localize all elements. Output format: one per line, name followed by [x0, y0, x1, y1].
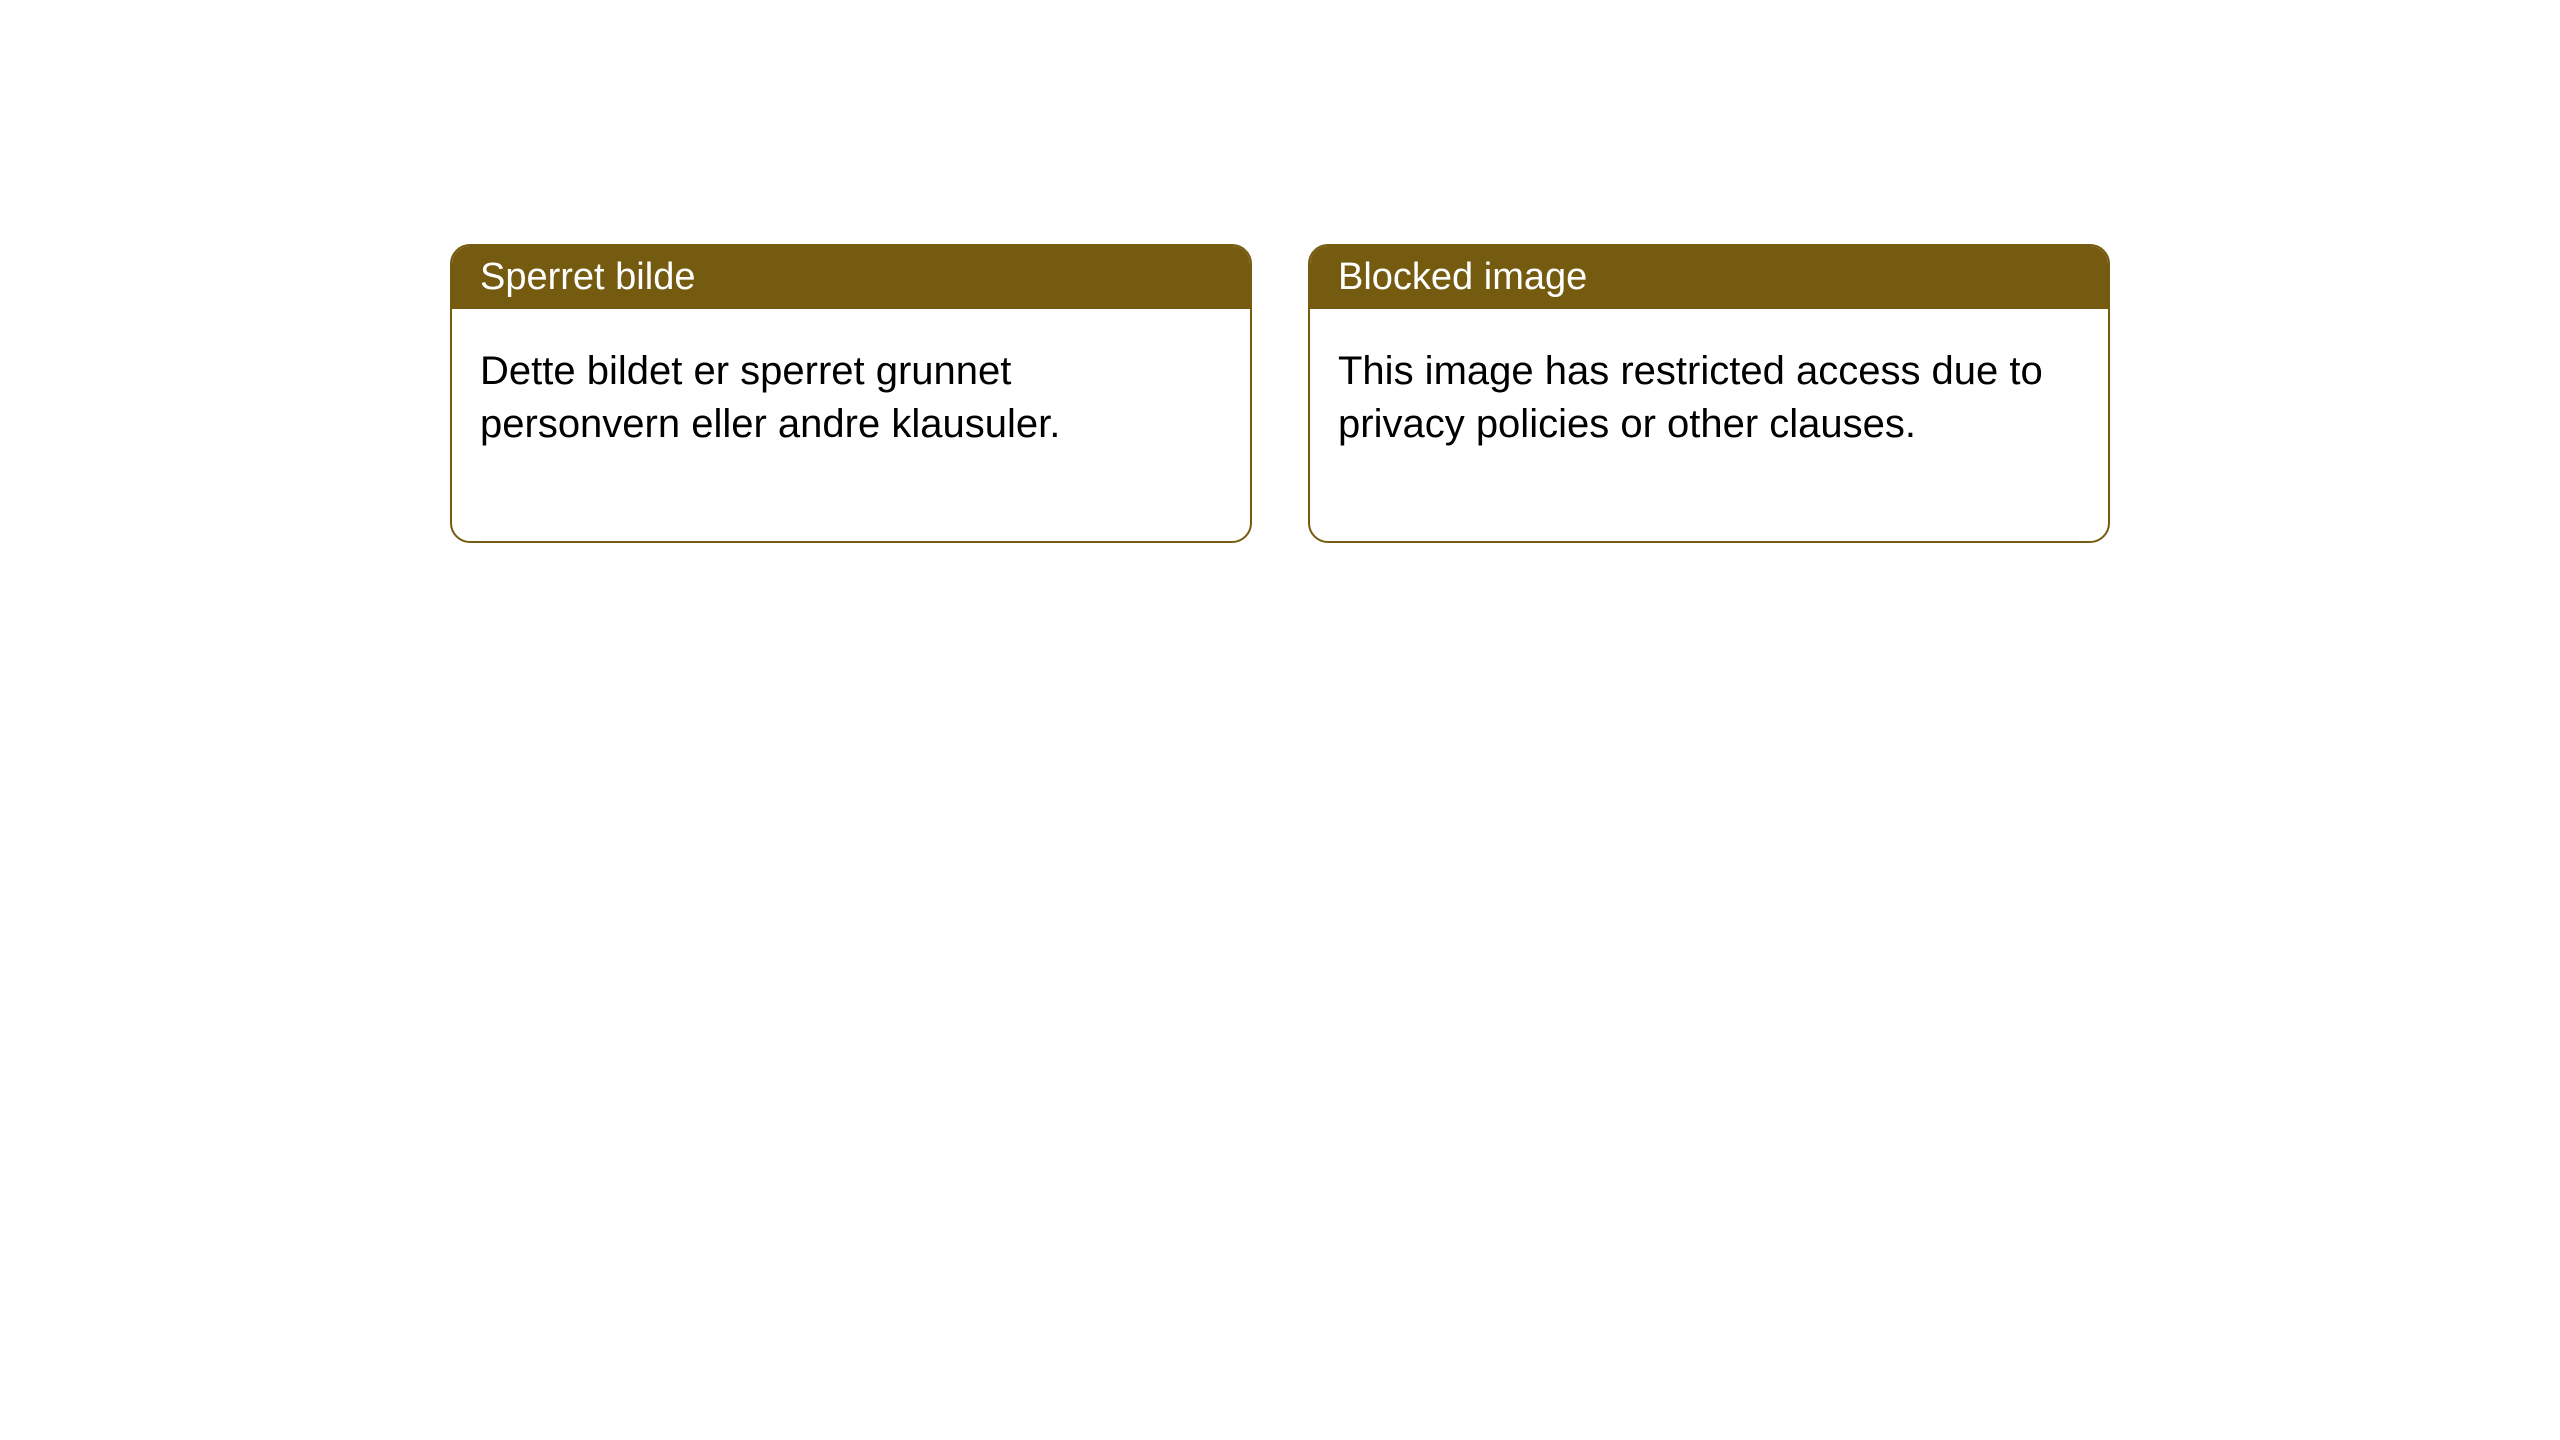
card-header: Sperret bilde — [452, 246, 1250, 309]
card-message: This image has restricted access due to … — [1338, 349, 2043, 446]
card-title: Blocked image — [1338, 256, 1587, 298]
card-body: Dette bildet er sperret grunnet personve… — [452, 309, 1250, 541]
notice-container: Sperret bilde Dette bildet er sperret gr… — [450, 244, 2110, 543]
notice-card-norwegian: Sperret bilde Dette bildet er sperret gr… — [450, 244, 1252, 543]
card-body: This image has restricted access due to … — [1310, 309, 2108, 541]
card-message: Dette bildet er sperret grunnet personve… — [480, 349, 1060, 446]
card-title: Sperret bilde — [480, 256, 695, 298]
notice-card-english: Blocked image This image has restricted … — [1308, 244, 2110, 543]
card-header: Blocked image — [1310, 246, 2108, 309]
